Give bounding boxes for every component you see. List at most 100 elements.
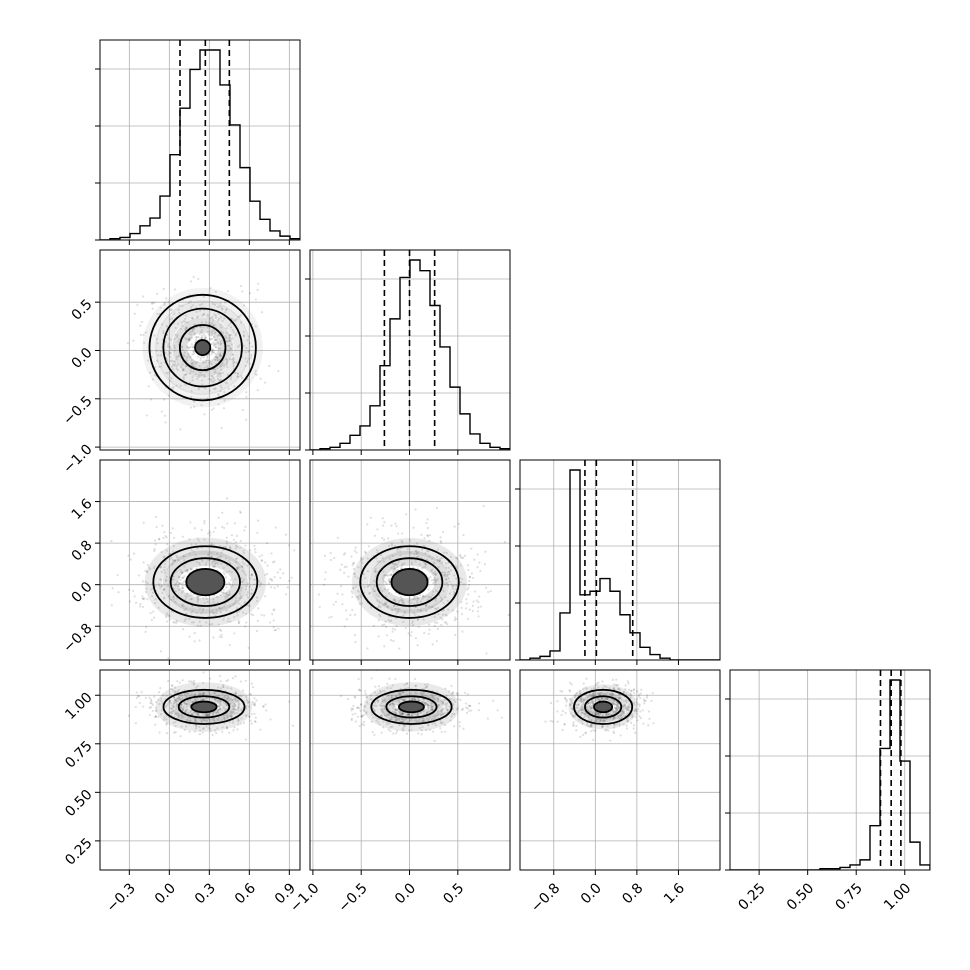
sample-point <box>419 600 422 603</box>
sample-point <box>202 326 205 329</box>
sample-point <box>392 565 395 568</box>
sample-point <box>384 602 387 605</box>
sample-point <box>638 705 641 708</box>
sample-point <box>402 729 405 732</box>
sample-point <box>154 701 158 704</box>
sample-point <box>412 697 415 700</box>
sample-point <box>142 597 145 600</box>
sample-point <box>624 684 627 687</box>
sample-point <box>173 359 176 363</box>
sample-point <box>244 706 248 709</box>
sample-point <box>228 714 231 717</box>
sample-point <box>233 707 236 710</box>
sample-point <box>441 609 444 612</box>
sample-point <box>251 700 254 704</box>
panel-r2-c0: −0.80.00.81.6 <box>60 459 301 665</box>
sample-point <box>407 686 410 690</box>
sample-point <box>410 561 413 564</box>
sample-point <box>581 722 584 725</box>
sample-point <box>397 700 401 703</box>
sample-point <box>208 623 212 626</box>
sample-point <box>207 532 210 535</box>
sample-point <box>428 596 431 599</box>
sample-point <box>136 695 140 698</box>
sample-point <box>403 612 407 615</box>
sample-point <box>201 691 204 694</box>
sample-point <box>414 691 417 694</box>
sample-point <box>151 703 154 706</box>
sample-point <box>402 712 405 715</box>
sample-point <box>641 709 644 712</box>
sample-point <box>229 710 232 713</box>
sample-point <box>188 702 191 705</box>
sample-point <box>618 697 621 700</box>
sample-point <box>430 706 433 709</box>
sample-point <box>436 558 440 561</box>
sample-point <box>627 706 630 709</box>
sample-point <box>178 714 181 717</box>
sample-point <box>185 357 188 360</box>
sample-point <box>401 712 404 715</box>
sample-point <box>167 701 171 704</box>
sample-point <box>184 598 187 601</box>
sample-point <box>635 709 638 712</box>
sample-point <box>173 346 176 350</box>
sample-point <box>217 341 220 345</box>
sample-point <box>217 394 220 397</box>
tick-label-x: 0.8 <box>619 880 646 907</box>
sample-point <box>200 321 203 324</box>
sample-point <box>591 711 595 715</box>
sample-point <box>207 377 210 381</box>
sample-point <box>179 705 182 708</box>
sample-point <box>229 698 232 701</box>
sample-point <box>138 701 141 705</box>
sample-point <box>399 554 402 557</box>
sample-point <box>220 307 224 310</box>
sample-point <box>226 620 229 623</box>
sample-point <box>203 519 206 523</box>
sample-point <box>613 706 617 709</box>
sample-point <box>163 562 167 566</box>
sample-point <box>445 562 448 565</box>
sample-point <box>163 414 167 417</box>
sample-point <box>432 571 435 575</box>
sample-point <box>222 685 225 688</box>
sample-point <box>256 596 259 599</box>
sample-point <box>373 733 376 736</box>
sample-point <box>437 565 440 569</box>
sample-point <box>385 721 388 724</box>
sample-point <box>579 706 582 709</box>
sample-point <box>454 565 457 568</box>
sample-point <box>233 361 236 364</box>
sample-point <box>444 582 447 585</box>
sample-point <box>603 698 606 701</box>
sample-point <box>219 343 222 346</box>
sample-point <box>200 404 203 407</box>
sample-point <box>202 692 205 695</box>
sample-point <box>230 571 233 574</box>
sample-point <box>411 621 414 625</box>
sample-point <box>444 613 447 616</box>
sample-point <box>239 680 243 683</box>
sample-point <box>601 725 604 728</box>
sample-point <box>284 593 288 596</box>
sample-point <box>350 555 353 558</box>
sample-point <box>198 371 201 374</box>
sample-point <box>232 365 235 368</box>
sample-point <box>477 606 480 609</box>
sample-point <box>584 731 588 734</box>
sample-point <box>460 556 463 560</box>
sample-point <box>219 687 222 690</box>
panel-r1-c1 <box>305 249 511 455</box>
contour-line <box>148 293 257 402</box>
sample-point <box>201 379 204 382</box>
sample-point <box>253 578 256 581</box>
sample-point <box>600 691 603 695</box>
sample-point <box>171 368 175 371</box>
sample-point <box>174 699 177 702</box>
sample-point <box>615 678 618 681</box>
sample-point <box>170 317 174 320</box>
sample-point <box>209 360 212 363</box>
sample-point <box>422 691 425 694</box>
sample-point <box>197 712 200 716</box>
